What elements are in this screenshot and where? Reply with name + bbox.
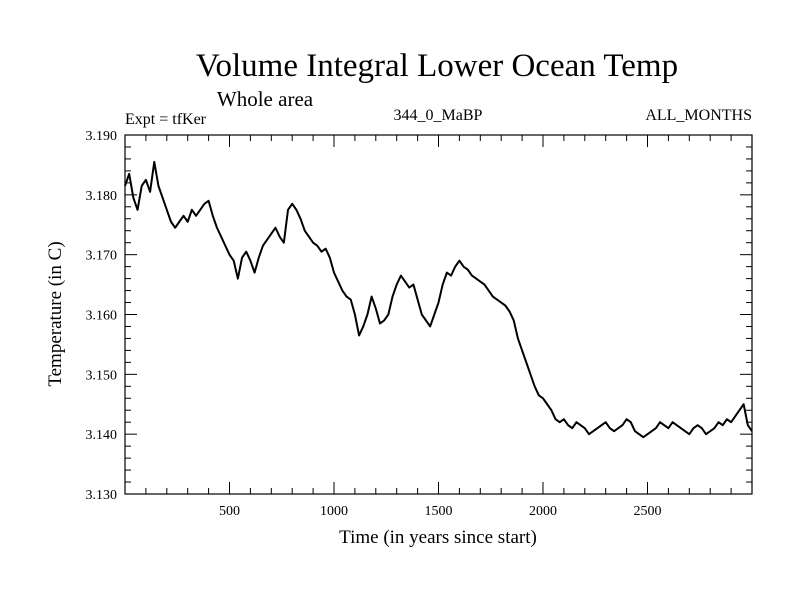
x-tick-label: 2500 bbox=[634, 504, 662, 519]
months-label: ALL_MONTHS bbox=[645, 107, 752, 124]
y-tick-label: 3.130 bbox=[86, 488, 118, 503]
y-tick-label: 3.170 bbox=[86, 249, 118, 264]
y-tick-label: 3.180 bbox=[86, 189, 118, 204]
x-tick-label: 1000 bbox=[320, 504, 348, 519]
x-tick-label: 2000 bbox=[529, 504, 557, 519]
x-tick-label: 500 bbox=[219, 504, 240, 519]
y-tick-label: 3.150 bbox=[86, 368, 118, 383]
x-tick-label: 1500 bbox=[425, 504, 453, 519]
y-tick-label: 3.140 bbox=[86, 428, 118, 443]
x-axis-label: Time (in years since start) bbox=[339, 527, 537, 548]
chart-title: Volume Integral Lower Ocean Temp bbox=[196, 48, 678, 84]
plot-frame bbox=[124, 134, 753, 495]
y-axis-label: Temperature (in C) bbox=[45, 241, 66, 386]
x-axis-ticks: 500 1000 1500 2000 2500 bbox=[145, 135, 732, 519]
y-axis-ticks: 3.130 3.140 3.150 3.160 3.170 3.180 3.190 bbox=[86, 129, 752, 503]
y-tick-label: 3.160 bbox=[86, 309, 118, 324]
expt-label: Expt = tfKer bbox=[125, 111, 207, 128]
chart-subtitle: Whole area bbox=[217, 87, 314, 111]
run-label: 344_0_MaBP bbox=[394, 107, 483, 124]
y-tick-label: 3.190 bbox=[86, 129, 118, 144]
temperature-series-line bbox=[124, 160, 753, 439]
